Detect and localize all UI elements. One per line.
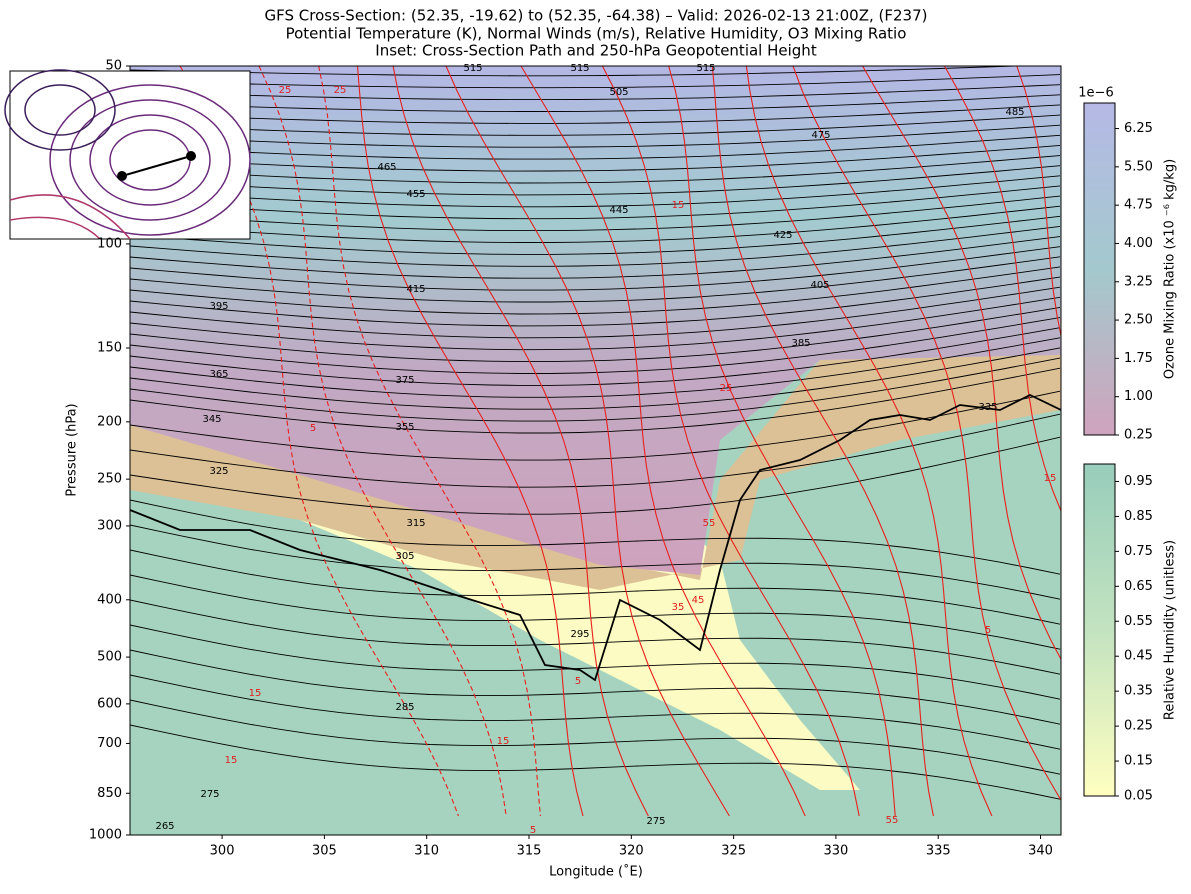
theta-label: 295 — [570, 629, 589, 640]
colorbar-label: Relative Humidity (unitless) — [1163, 540, 1178, 720]
theta-label: 425 — [773, 230, 792, 241]
plot-fill — [130, 64, 1191, 835]
theta-label: 515 — [696, 63, 715, 74]
x-tick-label: 330 — [824, 844, 849, 859]
theta-label: 305 — [395, 551, 414, 562]
y-tick-label: 850 — [97, 786, 122, 801]
theta-label: 505 — [609, 87, 628, 98]
y-tick-label: 200 — [97, 414, 122, 429]
y-tick-label: 50 — [105, 59, 122, 74]
title-line: Inset: Cross-Section Path and 250-hPa Ge… — [375, 42, 817, 60]
colorbar-tick-label: 0.25 — [1124, 719, 1153, 734]
y-tick-label: 250 — [97, 472, 122, 487]
y-tick-label: 100 — [97, 236, 122, 251]
y-tick-label: 600 — [97, 696, 122, 711]
x-tick-label: 315 — [517, 844, 542, 859]
y-tick-label: 300 — [97, 518, 122, 533]
theta-label: 285 — [395, 702, 414, 713]
colorbar-tick-label: 0.75 — [1124, 544, 1153, 559]
title-line: GFS Cross-Section: (52.35, -19.62) to (5… — [265, 7, 928, 25]
wind-label: 55 — [886, 815, 899, 826]
theta-label: 445 — [609, 205, 628, 216]
y-tick-label: 500 — [97, 650, 122, 665]
theta-label: 395 — [209, 301, 228, 312]
colorbar-tick-label: 0.85 — [1124, 509, 1153, 524]
theta-label: 265 — [155, 821, 174, 832]
wind-label: 5 — [575, 676, 581, 687]
colorbar-tick-label: 0.55 — [1124, 614, 1153, 629]
y-tick-label: 1000 — [89, 828, 122, 843]
theta-label: 415 — [406, 284, 425, 295]
wind-label: 35 — [672, 602, 685, 613]
wind-label: 55 — [703, 518, 716, 529]
colorbar-tick-label: 3.25 — [1124, 274, 1153, 289]
colorbar-tick-label: 0.35 — [1124, 684, 1153, 699]
theta-label: 275 — [200, 789, 219, 800]
x-tick-label: 300 — [210, 844, 235, 859]
theta-label: 315 — [406, 518, 425, 529]
wind-label: 5 — [310, 423, 316, 434]
colorbar-offset: 1e−6 — [1078, 86, 1113, 101]
y-tick-label: 700 — [97, 736, 122, 751]
x-tick-label: 305 — [312, 844, 337, 859]
theta-label: 515 — [570, 63, 589, 74]
wind-label: 15 — [1044, 473, 1057, 484]
theta-label: 325 — [209, 466, 228, 477]
theta-label: 385 — [791, 338, 810, 349]
theta-label: 515 — [463, 63, 482, 74]
colorbar-tick-label: 4.00 — [1124, 236, 1153, 251]
inset-map — [5, 70, 250, 239]
x-axis-label: Longitude (˚E) — [549, 864, 643, 880]
x-tick-label: 340 — [1028, 844, 1053, 859]
colorbar-tick-label: 6.25 — [1124, 121, 1153, 136]
theta-label: 405 — [810, 280, 829, 291]
theta-label: 475 — [811, 130, 830, 141]
colorbar-tick-label: 0.15 — [1124, 754, 1153, 769]
colorbar-tick-label: 1.75 — [1124, 351, 1153, 366]
colorbar-tick-label: 5.50 — [1124, 159, 1153, 174]
wind-label: 5 — [530, 825, 536, 836]
x-tick-label: 335 — [926, 844, 951, 859]
x-tick-label: 320 — [619, 844, 644, 859]
colorbar-tick-label: 0.05 — [1124, 789, 1153, 804]
colorbar-tick-label: 4.75 — [1124, 198, 1153, 213]
wind-label: 25 — [334, 85, 347, 96]
colorbar-label: Ozone Mixing Ratio (x10 ⁻⁶ kg/kg) — [1163, 159, 1178, 379]
y-axis-label: Pressure (hPa) — [65, 403, 80, 496]
theta-label: 335 — [978, 402, 997, 413]
title-line: Potential Temperature (K), Normal Winds … — [286, 25, 907, 43]
wind-label: 25 — [279, 85, 292, 96]
theta-label: 455 — [406, 189, 425, 200]
colorbar-tick-label: 0.95 — [1124, 474, 1153, 489]
wind-label: 15 — [249, 688, 262, 699]
y-tick-label: 400 — [97, 592, 122, 607]
colorbar-tick-label: 0.45 — [1124, 649, 1153, 664]
wind-label: 45 — [692, 595, 705, 606]
wind-label: 25 — [720, 383, 733, 394]
colorbar — [1084, 103, 1115, 435]
wind-label: 5 — [985, 625, 991, 636]
colorbar-tick-label: 1.00 — [1124, 389, 1153, 404]
wind-label: 15 — [497, 736, 510, 747]
theta-label: 345 — [202, 414, 221, 425]
theta-label: 365 — [209, 369, 228, 380]
y-tick-label: 150 — [97, 341, 122, 356]
colorbar-tick-label: 2.50 — [1124, 313, 1153, 328]
theta-label: 275 — [646, 816, 665, 827]
colorbar — [1084, 464, 1115, 796]
theta-label: 375 — [395, 375, 414, 386]
wind-label: 15 — [672, 200, 685, 211]
theta-label: 485 — [1005, 107, 1024, 118]
theta-label: 465 — [377, 162, 396, 173]
x-tick-label: 310 — [414, 844, 439, 859]
colorbar-tick-label: 0.65 — [1124, 579, 1153, 594]
x-tick-label: 325 — [721, 844, 746, 859]
theta-label: 355 — [395, 422, 414, 433]
colorbar-tick-label: 0.25 — [1124, 428, 1153, 443]
wind-label: 15 — [225, 755, 238, 766]
